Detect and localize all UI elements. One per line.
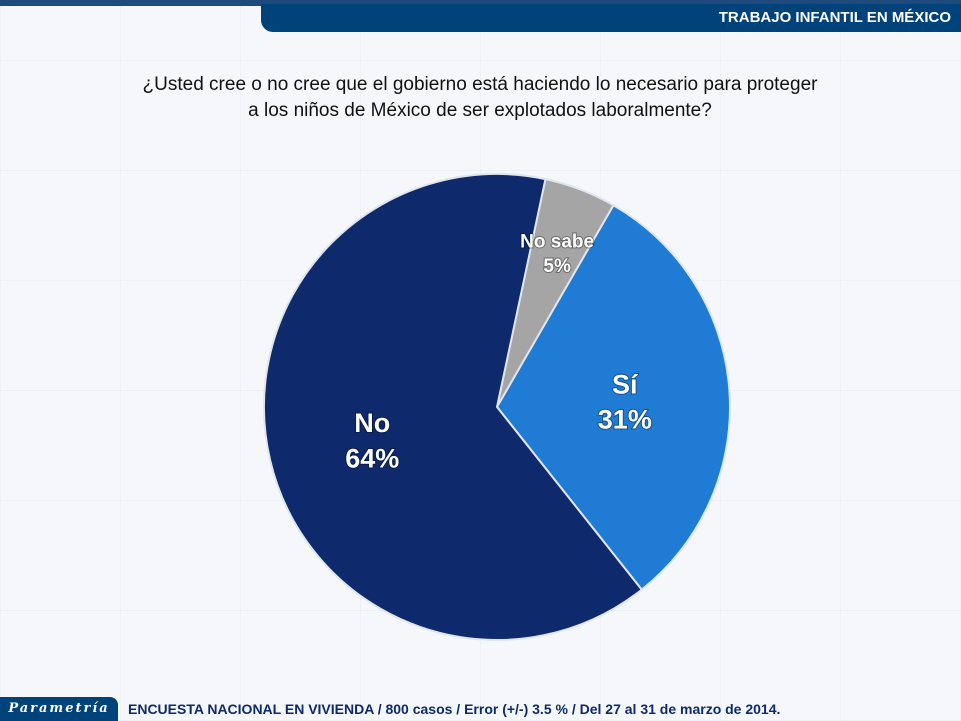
data-label-value: 31% — [598, 405, 652, 435]
data-label-category: Sí — [612, 370, 639, 400]
data-label-category: No — [354, 408, 390, 438]
parametria-logo: Parametría — [0, 697, 118, 721]
data-label-value: 64% — [345, 443, 399, 473]
top-bar — [0, 0, 961, 6]
data-label-category: No sabe — [520, 232, 594, 253]
footer-note: ENCUESTA NACIONAL EN VIVIENDA / 800 caso… — [128, 701, 781, 717]
header-banner: TRABAJO INFANTIL EN MÉXICO — [261, 4, 961, 32]
header-title: TRABAJO INFANTIL EN MÉXICO — [718, 9, 951, 26]
pie-slice-s- — [495, 203, 731, 592]
chart-title: ¿Usted cree o no cree que el gobierno es… — [120, 72, 840, 124]
question-line-2: a los niños de México de ser explotados … — [248, 100, 712, 121]
pie-slice-no — [263, 173, 644, 641]
data-label-value: 5% — [543, 256, 571, 277]
question-line-1: ¿Usted cree o no cree que el gobierno es… — [142, 74, 818, 95]
